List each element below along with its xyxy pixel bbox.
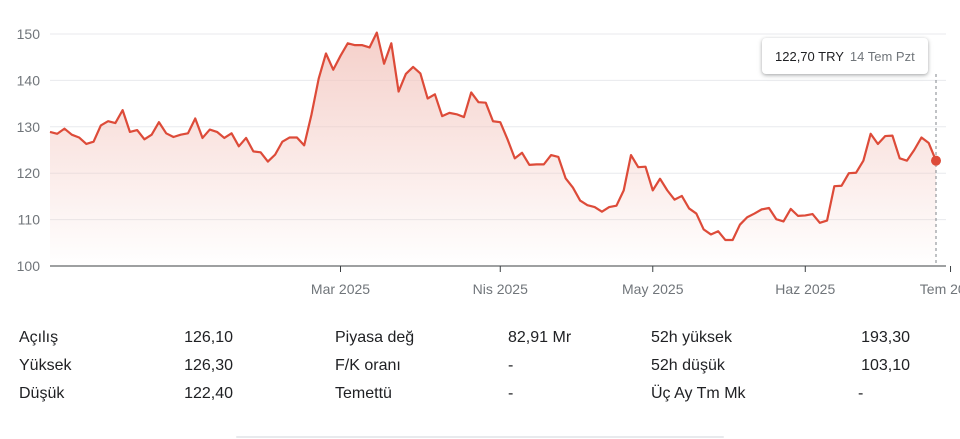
stat-label-52w-high: 52h yüksek [651,329,732,346]
y-tick-label: 150 [17,26,41,42]
key-stats-table: Açılış 126,10 Yüksek 126,30 Düşük 122,40… [0,324,960,414]
x-tick-label: Haz 2025 [775,281,835,297]
stat-value-52w-high: 193,30 [861,329,910,346]
stat-label-pe-ratio: F/K oranı [335,357,401,374]
stat-value-market-cap: 82,91 Mr [508,329,572,346]
price-area [50,32,936,266]
stat-label-low: Düşük [19,385,65,402]
stat-value-pe-ratio: - [508,357,514,374]
hover-point [931,155,941,166]
stat-value-high: 126,30 [184,357,233,374]
y-tick-label: 110 [18,212,41,228]
stat-value-dividend: - [508,385,514,402]
x-tick-label: May 2025 [622,281,684,297]
price-chart[interactable]: 100 110 120 130 140 150 Mar 2025 Nis 2025 May 2… [0,0,960,310]
x-tick-label: Tem 2025 [920,281,960,297]
stat-value-3m-avg-volume: - [858,385,864,402]
stat-label-market-cap: Piyasa değ [335,329,415,346]
y-tick-label: 100 [17,258,41,274]
stat-value-low: 122,40 [184,385,233,402]
y-tick-label: 120 [17,165,41,181]
y-axis-ticks: 100 110 120 130 140 150 [17,26,41,274]
bottom-divider [236,436,724,438]
y-tick-label: 140 [17,72,41,88]
x-tick-label: Mar 2025 [311,281,370,297]
price-tooltip: 122,70 TRY 14 Tem Pzt [762,38,928,74]
stat-label-open: Açılış [19,329,59,346]
price-line[interactable] [49,31,938,242]
stat-label-52w-low: 52h düşük [651,357,725,374]
tooltip-date: 14 Tem Pzt [849,48,915,64]
y-tick-label: 130 [17,119,41,135]
stat-label-3m-avg-volume: Üç Ay Tm Mk [651,385,746,402]
x-axis-ticks: Mar 2025 Nis 2025 May 2025 Haz 2025 Tem 2025 [311,266,960,297]
stat-value-open: 126,10 [184,329,233,346]
x-tick-label: Nis 2025 [473,281,528,297]
stat-label-high: Yüksek [19,357,72,374]
stat-value-52w-low: 103,10 [861,357,910,374]
price-chart-svg[interactable]: 100 110 120 130 140 150 Mar 2025 Nis 2025 May 2… [0,0,960,310]
tooltip-price: 122,70 TRY [775,48,844,64]
stat-label-dividend: Temettü [335,385,392,402]
